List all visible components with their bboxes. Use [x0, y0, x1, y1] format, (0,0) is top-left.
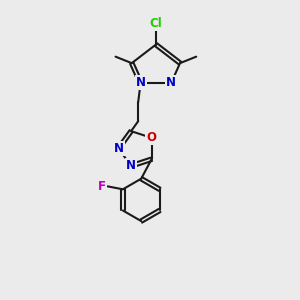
Text: N: N: [136, 76, 146, 89]
Text: Cl: Cl: [149, 17, 162, 30]
Text: N: N: [113, 142, 124, 155]
Text: N: N: [126, 159, 136, 172]
Text: F: F: [98, 180, 106, 193]
Text: N: N: [166, 76, 176, 89]
Text: O: O: [146, 131, 157, 144]
